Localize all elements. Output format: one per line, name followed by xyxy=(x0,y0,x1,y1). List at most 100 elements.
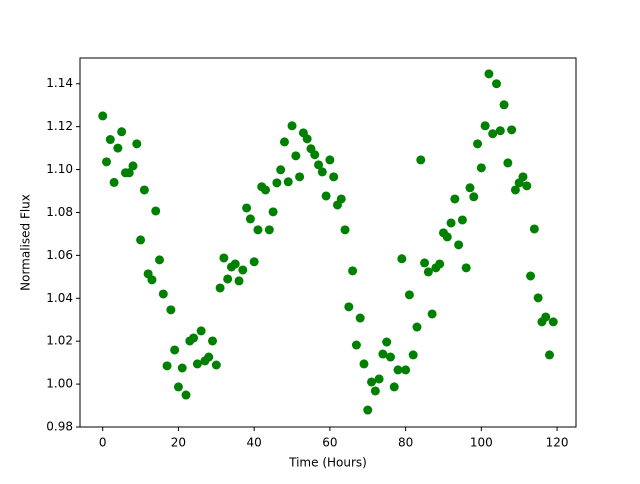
data-point xyxy=(367,377,377,387)
data-point xyxy=(336,194,346,204)
data-point xyxy=(132,139,142,149)
data-point xyxy=(272,178,282,188)
y-tick-label: 1.14 xyxy=(46,76,73,90)
data-point xyxy=(473,139,483,149)
data-point xyxy=(363,405,373,415)
data-point xyxy=(279,137,289,147)
data-point xyxy=(291,151,301,161)
data-point xyxy=(117,127,127,137)
data-point xyxy=(499,100,509,110)
data-point xyxy=(454,240,464,250)
x-tick-label: 0 xyxy=(99,436,107,450)
axes-frame xyxy=(79,57,577,428)
data-point xyxy=(314,160,324,170)
x-tick-label: 60 xyxy=(322,436,337,450)
data-point xyxy=(526,271,536,281)
data-point xyxy=(423,267,433,277)
data-point xyxy=(340,225,350,235)
data-point xyxy=(370,386,380,396)
data-point xyxy=(427,309,437,319)
data-point xyxy=(351,340,361,350)
data-point xyxy=(461,263,471,273)
data-point xyxy=(268,207,278,217)
data-point xyxy=(450,194,460,204)
y-tick-label: 1.10 xyxy=(46,162,73,176)
data-point xyxy=(98,111,108,121)
y-tick-label: 1.00 xyxy=(46,377,73,391)
y-tick-label: 1.08 xyxy=(46,205,73,219)
data-point xyxy=(215,283,225,293)
data-point xyxy=(295,172,305,182)
data-point xyxy=(204,352,214,362)
data-point xyxy=(124,168,134,178)
data-point xyxy=(408,350,418,360)
data-point xyxy=(382,337,392,347)
data-point xyxy=(245,214,255,224)
data-point xyxy=(476,163,486,173)
data-point xyxy=(393,365,403,375)
data-point xyxy=(507,125,517,135)
data-point xyxy=(192,359,202,369)
data-point xyxy=(113,143,123,153)
data-point xyxy=(208,336,218,346)
data-point xyxy=(211,360,221,370)
data-point xyxy=(344,302,354,312)
data-point xyxy=(139,185,149,195)
data-point xyxy=(510,185,520,195)
data-point xyxy=(155,255,165,265)
data-point xyxy=(374,374,384,384)
data-point xyxy=(385,352,395,362)
data-point xyxy=(162,361,172,371)
data-point xyxy=(109,177,119,187)
data-point xyxy=(404,290,414,300)
data-point xyxy=(412,322,422,332)
data-point xyxy=(401,365,411,375)
data-point xyxy=(359,359,369,369)
data-point xyxy=(469,192,479,202)
data-point xyxy=(177,363,187,373)
y-tick-label: 1.04 xyxy=(46,291,73,305)
data-point xyxy=(533,293,543,303)
data-point xyxy=(128,161,138,171)
data-point xyxy=(310,150,320,160)
data-point xyxy=(238,265,248,275)
data-point xyxy=(283,177,293,187)
data-point xyxy=(491,79,501,89)
data-point xyxy=(261,185,271,195)
data-point xyxy=(276,165,286,175)
data-point xyxy=(234,276,244,286)
data-point xyxy=(317,167,327,177)
data-point xyxy=(242,203,252,213)
data-point xyxy=(329,172,339,182)
y-tick-label: 1.06 xyxy=(46,248,73,262)
data-point xyxy=(219,253,229,263)
data-point xyxy=(105,135,115,145)
data-point xyxy=(529,224,539,234)
y-tick-label: 1.02 xyxy=(46,334,73,348)
plot-area xyxy=(80,58,576,427)
data-point xyxy=(518,172,528,182)
data-point xyxy=(544,350,554,360)
data-point xyxy=(249,257,259,267)
y-axis-label: Normalised Flux xyxy=(19,194,33,291)
data-point xyxy=(442,232,452,242)
data-point xyxy=(151,206,161,216)
data-point xyxy=(264,225,274,235)
data-point xyxy=(196,326,206,336)
x-tick-label: 40 xyxy=(247,436,262,450)
data-point xyxy=(541,312,551,322)
data-point xyxy=(158,289,168,299)
data-point xyxy=(480,121,490,131)
data-point xyxy=(170,345,180,355)
data-point xyxy=(446,218,456,228)
data-point xyxy=(397,254,407,264)
data-point xyxy=(325,155,335,165)
data-point xyxy=(548,317,558,327)
data-point xyxy=(166,305,176,315)
data-point xyxy=(136,235,146,245)
data-point xyxy=(484,69,494,79)
data-point xyxy=(503,158,513,168)
data-point xyxy=(457,215,467,225)
data-point xyxy=(435,259,445,269)
